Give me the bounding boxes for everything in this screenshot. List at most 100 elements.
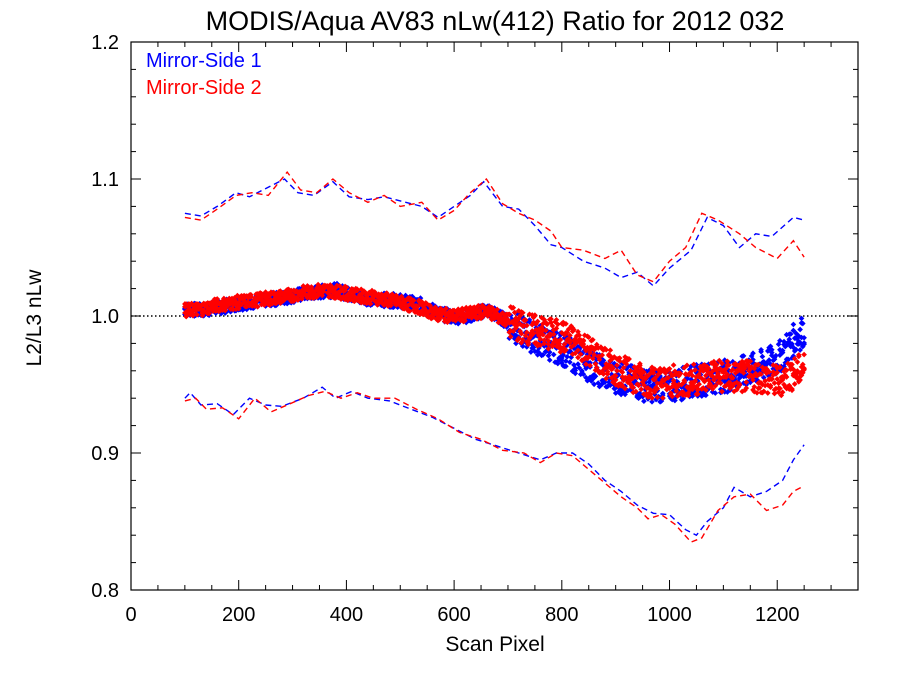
- series-2-point: [402, 298, 409, 304]
- x-tick-label: 1000: [647, 604, 692, 626]
- series-1-point: [558, 357, 565, 364]
- series-2-point: [548, 316, 554, 322]
- series-2-point: [619, 369, 626, 376]
- series-2-point: [747, 358, 754, 365]
- series-2-point: [673, 388, 680, 394]
- series-1-point: [801, 334, 807, 341]
- series-2-point: [571, 326, 577, 333]
- series-2-point: [183, 313, 190, 320]
- series-2-point: [774, 369, 781, 376]
- series-1-upper-band: [184, 178, 805, 287]
- series-2-point: [549, 323, 556, 329]
- series-2-point: [542, 327, 549, 334]
- series-2-point: [789, 387, 795, 394]
- series-1-point: [576, 365, 583, 371]
- series-1-point: [546, 357, 553, 363]
- series-2-point: [633, 388, 639, 395]
- series-2-point: [705, 365, 712, 372]
- series-1-point: [758, 348, 764, 355]
- series-2-point: [641, 369, 647, 376]
- series-2-point: [742, 365, 748, 372]
- series-2-point: [522, 317, 529, 324]
- y-axis-label: L2/L3 nLw: [23, 269, 46, 367]
- series-1-point: [785, 356, 791, 363]
- series-1-point: [763, 361, 770, 368]
- series-2-point: [518, 330, 525, 337]
- series-2-point: [563, 320, 569, 327]
- series-2-point: [507, 333, 514, 340]
- series-1-point: [649, 398, 655, 405]
- series-2-point: [777, 385, 783, 392]
- series-1-point: [580, 371, 587, 378]
- x-tick-label: 400: [330, 604, 363, 626]
- series-2-point: [701, 378, 708, 385]
- series-2-point: [612, 377, 619, 383]
- series-2-point: [607, 347, 614, 354]
- series-2-point: [572, 350, 579, 357]
- series-2-point: [614, 367, 620, 374]
- series-2-point: [711, 377, 717, 383]
- series-2-point: [743, 385, 750, 391]
- series-2-point: [616, 355, 623, 361]
- series-2-point: [600, 371, 607, 377]
- series-2-point: [712, 383, 719, 389]
- series-1-point: [703, 392, 709, 399]
- series-2-point: [694, 391, 701, 397]
- series-1-point: [777, 337, 783, 344]
- series-2-point: [779, 389, 786, 396]
- series-1-point: [526, 317, 533, 323]
- series-2-point: [567, 337, 573, 344]
- series-2-point: [694, 385, 701, 392]
- series-2-point: [627, 367, 634, 374]
- series-1-point: [659, 390, 666, 397]
- series-2-point: [519, 336, 526, 343]
- series-2-point: [783, 374, 790, 380]
- series-2-point: [680, 389, 686, 395]
- series-2-point: [414, 303, 421, 310]
- series-1-point: [759, 353, 766, 360]
- legend-series-1: Mirror-Side 1: [146, 50, 262, 72]
- series-1-point: [563, 358, 569, 364]
- series-1-point: [787, 331, 794, 337]
- series-2-point: [766, 369, 772, 375]
- series-2-point: [599, 352, 606, 358]
- series-1-point: [567, 359, 573, 366]
- y-tick-label: 1.2: [91, 32, 119, 54]
- series-2-point: [510, 304, 517, 311]
- series-2-point: [634, 374, 641, 381]
- series-2-point: [188, 300, 195, 307]
- series-1-point: [607, 382, 614, 389]
- x-tick-label: 0: [125, 604, 136, 626]
- series-2-point: [755, 361, 762, 368]
- series-2-point: [367, 300, 374, 307]
- series-2-point: [750, 377, 756, 383]
- series-1-point: [540, 351, 546, 358]
- series-1-point: [801, 341, 807, 348]
- series-1-point: [798, 315, 805, 322]
- x-tick-label: 600: [437, 604, 470, 626]
- series-2-point: [641, 382, 647, 388]
- series-2-point: [343, 284, 350, 291]
- series-2-point: [743, 379, 750, 386]
- series-2-point: [575, 354, 581, 361]
- series-2-point: [510, 328, 517, 335]
- series-1-point: [768, 349, 775, 356]
- series-2-point: [540, 331, 546, 338]
- series-2-point: [703, 387, 709, 393]
- series-1-point: [564, 353, 571, 360]
- series-2-point: [764, 390, 771, 396]
- y-tick-label: 0.9: [91, 443, 119, 465]
- series-2-point: [545, 341, 552, 348]
- series-1-point: [797, 347, 803, 353]
- series-2-point: [530, 330, 537, 337]
- series-1-point: [793, 346, 799, 353]
- series-2-point: [649, 395, 655, 401]
- series-2-point: [794, 359, 801, 365]
- series-2-point: [532, 313, 538, 319]
- series-2-point: [254, 303, 261, 310]
- series-2-point: [630, 384, 637, 391]
- series-2-point: [754, 389, 760, 396]
- legend-series-2: Mirror-Side 2: [146, 77, 262, 99]
- series-2-point: [767, 382, 774, 389]
- series-2-point: [801, 351, 807, 358]
